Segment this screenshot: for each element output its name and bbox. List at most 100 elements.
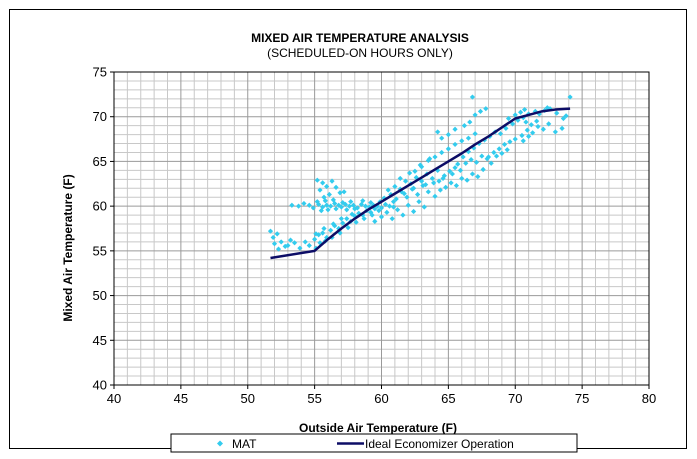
y-axis-label: Mixed Air Temperature (F) (61, 174, 75, 321)
mat-data-point (435, 129, 441, 135)
mat-data-point (328, 203, 334, 209)
mat-data-point (337, 190, 343, 196)
mat-data-point (295, 203, 302, 209)
mat-data-point (526, 133, 532, 139)
mat-data-point (455, 161, 461, 167)
legend-label-ideal-economizer: Ideal Economizer Operation (365, 437, 514, 451)
mat-data-point (452, 141, 458, 148)
mat-data-point (401, 191, 407, 197)
mat-data-point (467, 119, 473, 125)
mat-data-point (503, 125, 509, 131)
mat-data-point (320, 230, 326, 236)
mat-data-point (397, 175, 403, 182)
x-tick-label: 60 (374, 391, 388, 406)
mat-data-point (507, 139, 513, 145)
mat-data-point (432, 193, 438, 199)
diamond-marker-icon (217, 440, 223, 447)
mat-data-point (501, 141, 508, 148)
mat-data-point (316, 232, 322, 238)
mat-data-point (376, 208, 382, 214)
mat-data-point (532, 108, 538, 114)
mat-data-point (471, 145, 477, 151)
y-axis-ticks: 40 45 50 55 60 65 70 75 (93, 65, 114, 393)
mat-data-point (421, 204, 427, 210)
mat-data-point (317, 187, 323, 193)
mat-data-point (448, 180, 454, 186)
mat-data-point (437, 187, 443, 193)
mat-data-point (535, 123, 541, 130)
mat-data-point (324, 183, 330, 190)
mat-data-point (302, 239, 308, 245)
mat-data-point (544, 105, 550, 111)
mat-data-point (515, 117, 521, 123)
mat-data-point (338, 216, 344, 222)
mat-data-point (480, 166, 486, 173)
mat-data-point (443, 184, 449, 190)
mat-data-point (413, 174, 419, 181)
chart-subtitle: (SCHEDULED-ON HOURS ONLY) (267, 46, 453, 60)
mat-data-point (540, 126, 546, 132)
mat-data-point (344, 216, 350, 222)
legend-entry-mat: MAT (217, 437, 257, 451)
mat-data-point (369, 212, 375, 218)
legend-box (170, 433, 578, 453)
mat-data-point (352, 206, 358, 212)
mat-data-point (411, 185, 417, 191)
mat-data-point (457, 167, 464, 173)
mat-data-point (412, 168, 418, 174)
mat-data-point (465, 135, 472, 141)
mat-data-point (560, 115, 566, 122)
mat-data-point (267, 228, 274, 234)
mat-data-point (368, 209, 374, 216)
mat-data-point (469, 171, 476, 177)
mat-data-point (400, 212, 406, 218)
mat-data-point (314, 177, 320, 183)
mat-data-point (423, 182, 429, 188)
mat-data-point (345, 225, 351, 231)
mat-data-point (321, 194, 327, 200)
mat-data-point (425, 189, 431, 195)
mat-data-point (429, 175, 435, 182)
mat-data-point (392, 183, 398, 190)
mat-data-point (338, 204, 344, 210)
mat-data-point (483, 106, 489, 112)
mat-data-point (522, 106, 528, 113)
x-tick-label: 50 (241, 391, 255, 406)
mat-data-point (318, 208, 324, 214)
mat-data-point (271, 241, 278, 247)
mat-data-point (270, 234, 276, 241)
x-tick-label: 45 (174, 391, 188, 406)
mat-data-point (528, 122, 534, 128)
mat-data-point (390, 204, 397, 210)
mat-data-point (505, 115, 512, 122)
mat-data-point (473, 159, 480, 165)
mat-data-point (559, 125, 565, 131)
mat-data-point (346, 203, 352, 209)
mat-data-point (497, 131, 504, 137)
mat-data-point (452, 126, 458, 132)
mat-data-point (342, 201, 348, 207)
mat-data-point (291, 240, 298, 246)
mat-data-point (406, 170, 413, 176)
mat-data-point (349, 211, 355, 217)
mat-data-point (440, 175, 446, 182)
mat-data-point (472, 131, 478, 137)
mat-data-point (320, 204, 326, 210)
mat-data-point (321, 225, 327, 232)
y-tick-label: 40 (93, 378, 107, 393)
mat-data-point (546, 121, 552, 127)
mat-data-point (447, 168, 453, 174)
y-tick-label: 55 (93, 243, 107, 258)
mat-data-point (436, 178, 442, 184)
mat-data-point (341, 189, 347, 195)
mat-data-point (285, 242, 291, 249)
mat-data-point (393, 196, 399, 202)
mat-data-point (372, 218, 378, 224)
mat-data-point (274, 231, 280, 237)
mat-data-point (368, 199, 374, 206)
mat-data-point (378, 205, 385, 211)
mat-data-point (340, 220, 346, 226)
mat-data-point (306, 202, 312, 208)
mat-data-point (320, 180, 326, 186)
x-tick-label: 55 (307, 391, 321, 406)
